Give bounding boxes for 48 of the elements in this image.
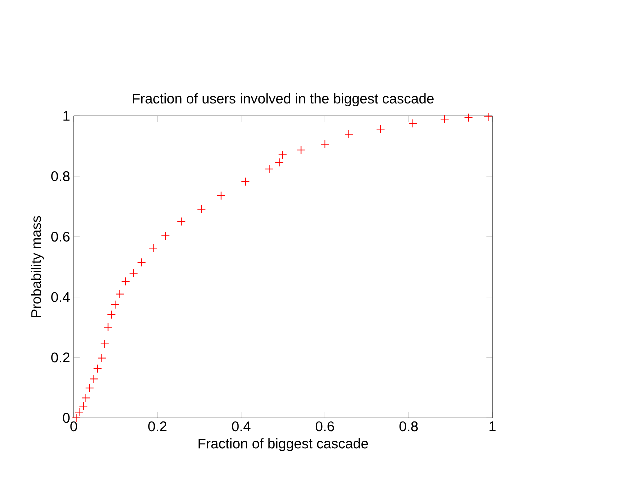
x-tick-label: 0.8 xyxy=(400,422,418,432)
point xyxy=(111,300,120,310)
y-axis-title: Probability mass xyxy=(31,216,44,318)
point xyxy=(85,384,94,393)
point xyxy=(82,394,90,403)
point xyxy=(93,364,102,374)
point xyxy=(296,146,306,155)
y-tick-label: 0.6 xyxy=(52,232,70,242)
point xyxy=(149,244,158,253)
point xyxy=(216,192,226,200)
point xyxy=(90,374,98,384)
point xyxy=(344,130,354,140)
point xyxy=(440,115,450,124)
point xyxy=(408,119,418,128)
point xyxy=(320,140,330,150)
point xyxy=(265,164,274,174)
y-tick-label: 0.8 xyxy=(52,172,70,182)
point xyxy=(278,150,288,160)
x-tick-label: 0.6 xyxy=(316,422,334,432)
chart-title: Fraction of users involved in the biggest cascade xyxy=(133,94,434,107)
point xyxy=(75,408,84,417)
point xyxy=(98,354,106,363)
point xyxy=(137,258,146,268)
point xyxy=(104,323,113,332)
point xyxy=(116,290,124,299)
point xyxy=(72,414,81,423)
point xyxy=(484,112,493,122)
point xyxy=(376,125,386,134)
point xyxy=(275,158,284,168)
y-tick-label: 0.4 xyxy=(52,292,70,302)
y-tick-label: 1 xyxy=(64,111,70,122)
point xyxy=(79,402,88,411)
y-tick-label: 0 xyxy=(63,413,70,424)
y-tick-label: 0.2 xyxy=(52,352,70,363)
x-tick-label: 0.2 xyxy=(148,422,167,432)
point xyxy=(121,277,130,286)
point xyxy=(107,310,116,320)
x-tick-label: 0 xyxy=(70,422,78,432)
x-axis-title: Fraction of biggest cascade xyxy=(198,438,368,452)
point xyxy=(197,205,206,214)
point xyxy=(161,232,170,241)
point xyxy=(129,269,138,278)
x-tick-label: 1 xyxy=(490,422,496,432)
point xyxy=(100,340,110,349)
point xyxy=(464,114,474,122)
point xyxy=(177,218,186,226)
point xyxy=(241,178,250,186)
x-tick-label: 0.4 xyxy=(232,422,251,432)
